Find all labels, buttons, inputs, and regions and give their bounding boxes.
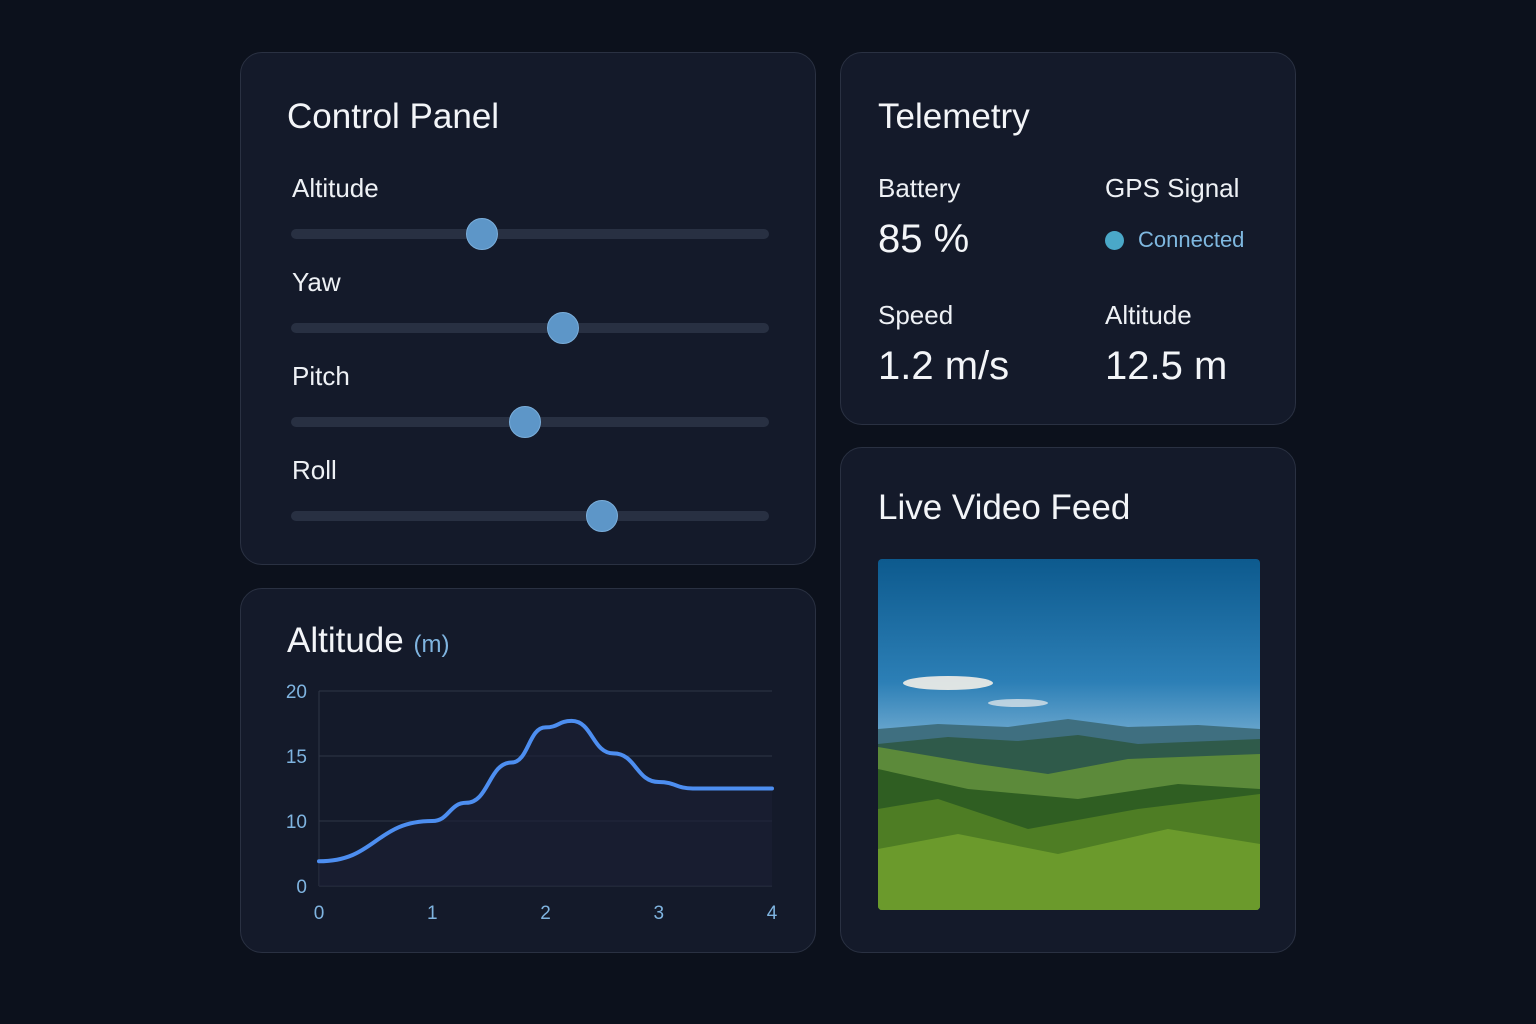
slider-label-altitude: Altitude [292,173,379,203]
slider-label-pitch: Pitch [292,361,350,391]
slider-label-roll: Roll [292,455,337,485]
speed-value: 1.2 m/s [878,344,1010,388]
chart-title: Altitude (m) [287,621,449,661]
status-dot-icon [1105,230,1124,250]
slider-altitude[interactable] [291,218,769,250]
x-tick-label: 1 [427,903,438,924]
altitude-chart-card: Altitude (m) 0 10 15 20 0 1 2 3 4 [240,588,816,953]
slider-thumb[interactable] [547,312,580,344]
x-tick-label: 3 [653,903,664,924]
altitude-series-line [317,718,774,864]
altitude-label: Altitude [1105,300,1192,330]
altitude-value: 12.5 m [1105,344,1228,388]
x-tick-label: 2 [540,903,551,924]
slider-thumb[interactable] [466,218,499,250]
slider-label-yaw: Yaw [292,267,341,297]
slider-roll[interactable] [291,500,769,532]
x-tick-label: 4 [767,903,778,924]
gps-status-text: Connected [1138,227,1245,252]
y-tick-label: 10 [286,812,307,833]
battery-value: 85 % [878,217,970,261]
slider-thumb[interactable] [509,406,542,438]
slider-yaw[interactable] [291,312,769,344]
y-tick-label: 15 [286,747,307,768]
y-tick-label: 0 [296,877,307,898]
slider-pitch[interactable] [291,406,769,438]
chart-title-text: Altitude [287,621,404,660]
control-panel-title: Control Panel [287,97,500,136]
telemetry-title: Telemetry [878,97,1030,136]
area-fill [319,720,772,886]
altitude-line-chart: 0 10 15 20 0 1 2 3 4 [286,682,778,924]
y-tick-label: 20 [286,682,307,703]
chart-unit: (m) [413,631,450,658]
battery-label: Battery [878,173,961,203]
video-title: Live Video Feed [878,488,1131,527]
control-panel-card: Control Panel Altitude Yaw Pitch Roll [240,52,816,565]
gps-label: GPS Signal [1105,173,1240,203]
video-feed[interactable] [878,559,1260,910]
x-tick-label: 0 [314,903,325,924]
speed-label: Speed [878,300,954,330]
landscape-image [878,676,1260,910]
slider-thumb[interactable] [585,500,618,532]
video-card: Live Video Feed [840,447,1296,953]
telemetry-card: Telemetry Battery 85 % GPS Signal Connec… [840,52,1296,425]
gps-status: Connected [1105,227,1244,253]
